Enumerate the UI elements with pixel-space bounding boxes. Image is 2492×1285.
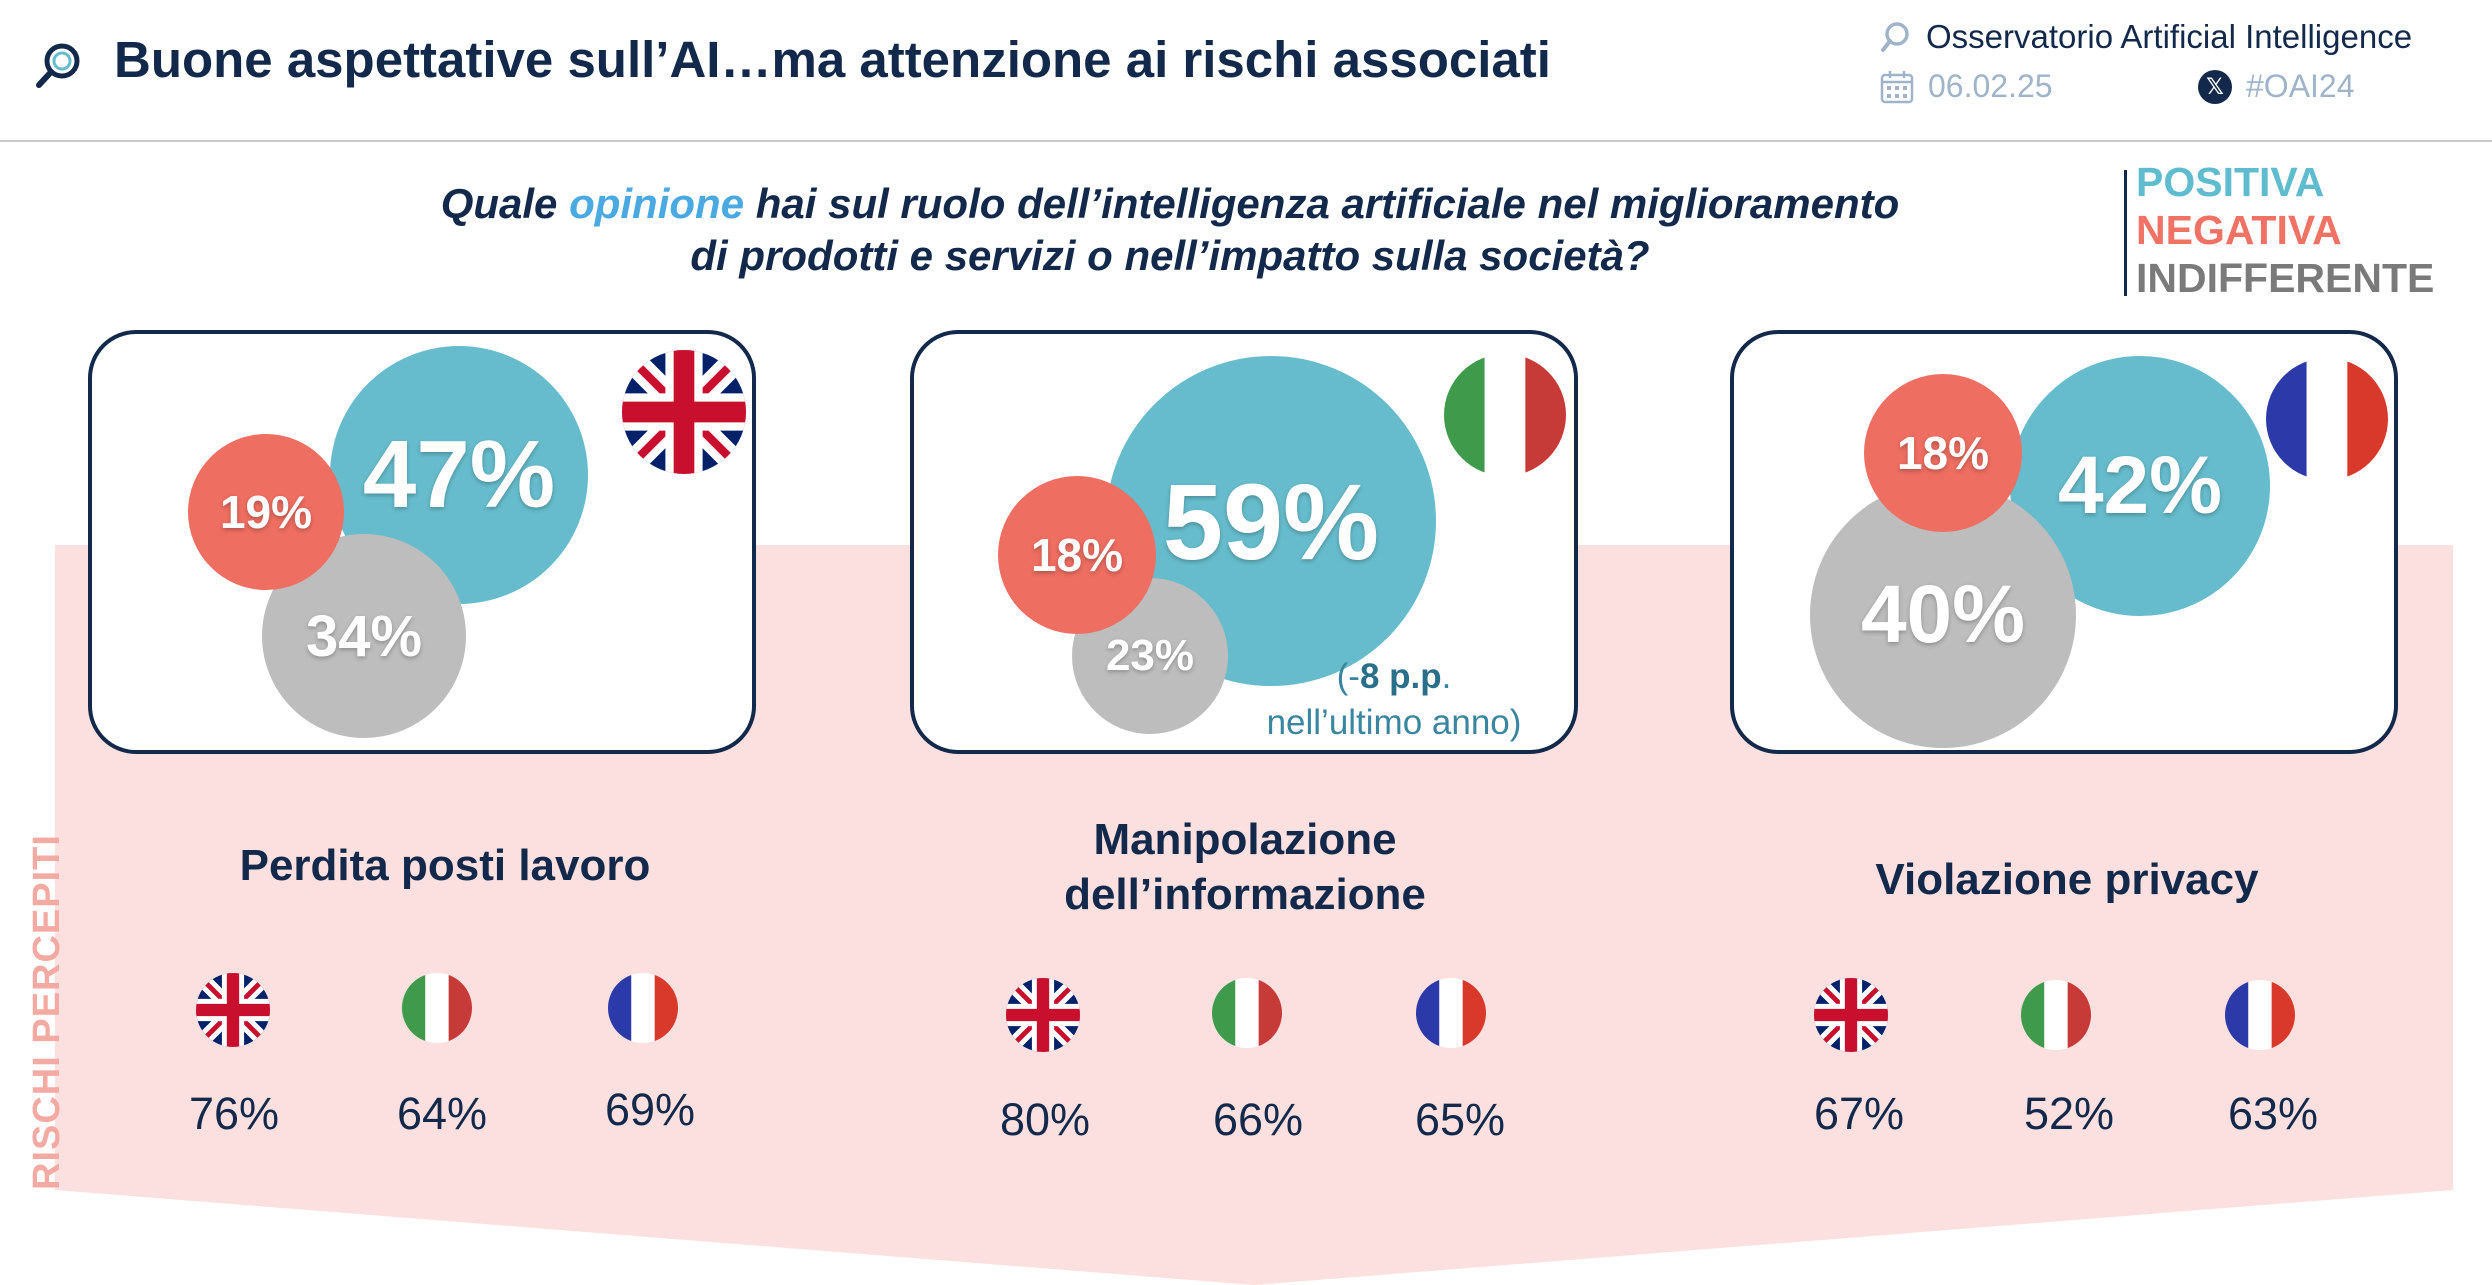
france-flag-icon [608, 973, 678, 1043]
search-logo-icon [36, 43, 80, 88]
bubble-negative: 19% [188, 434, 344, 590]
italy-flag-icon [1444, 354, 1566, 476]
date-label: 06.02.25 [1880, 68, 2053, 105]
risk-value-information-fr: 65% [1414, 1094, 1506, 1145]
header-divider [0, 140, 2492, 142]
italy-flag-icon [1212, 978, 1282, 1048]
risk-value-privacy-uk: 67% [1813, 1088, 1905, 1139]
opinion-card-italy: 59% 23% 18% (-8 p.p. nell’ultimo anno) [910, 330, 1578, 754]
risk-value-information-it: 66% [1212, 1094, 1304, 1145]
risk-value-jobs-uk: 76% [188, 1088, 280, 1139]
france-flag-icon [1416, 978, 1486, 1048]
risk-title-privacy: Violazione privacy [1875, 855, 2259, 904]
risk-value-information-uk: 80% [999, 1094, 1091, 1145]
calendar-icon [1880, 70, 1914, 103]
uk-flag-icon [1006, 978, 1080, 1052]
search-icon [1881, 22, 1909, 52]
legend-indifferent: INDIFFERENTE [2136, 255, 2435, 301]
observatory-label: Osservatorio Artificial Intelligence [1880, 18, 2412, 56]
observatory-text: Osservatorio Artificial Intelligence [1926, 18, 2413, 55]
risk-value-privacy-fr: 63% [2227, 1088, 2319, 1139]
risk-value-jobs-it: 64% [396, 1088, 488, 1139]
legend: POSITIVA NEGATIVA INDIFFERENTE [2136, 158, 2434, 302]
opinion-card-uk: 47% 34% 19% [88, 330, 756, 754]
date-text: 06.02.25 [1928, 68, 2053, 104]
bubble-positive: 47% [330, 346, 588, 604]
survey-question: Quale opinione hai sul ruolo dell’intell… [440, 180, 1900, 279]
uk-flag-icon [1814, 978, 1888, 1052]
x-logo-icon: 𝕏 [2198, 69, 2232, 104]
hashtag-text: #OAI24 [2246, 68, 2355, 104]
hashtag-label[interactable]: 𝕏 #OAI24 [2198, 68, 2355, 105]
france-flag-icon [2225, 980, 2295, 1050]
bubble-negative: 18% [998, 476, 1156, 634]
risks-vertical-label: RISCHI PERCEPITI [26, 834, 68, 1190]
change-note: (-8 p.p. nell’ultimo anno) [1266, 657, 1522, 742]
risk-title-information: Manipolazione dell’informazione [1064, 815, 1426, 919]
risk-title-jobs: Perdita posti lavoro [239, 841, 651, 890]
risk-value-jobs-fr: 69% [604, 1084, 696, 1135]
italy-flag-icon [2021, 980, 2091, 1050]
risk-value-privacy-it: 52% [2023, 1088, 2115, 1139]
legend-positive: POSITIVA [2136, 159, 2325, 205]
uk-flag-icon [622, 350, 746, 474]
opinion-card-france: 42% 40% 18% [1730, 330, 2398, 754]
page-title: Buone aspettative sull’AI…ma attenzione … [114, 31, 1551, 88]
question-highlight: opinione [569, 180, 745, 227]
uk-flag-icon [196, 973, 270, 1047]
legend-divider [2124, 170, 2127, 296]
france-flag-icon [2266, 358, 2388, 480]
italy-flag-icon [402, 973, 472, 1043]
legend-negative: NEGATIVA [2136, 207, 2342, 253]
bubble-negative: 18% [1864, 374, 2022, 532]
